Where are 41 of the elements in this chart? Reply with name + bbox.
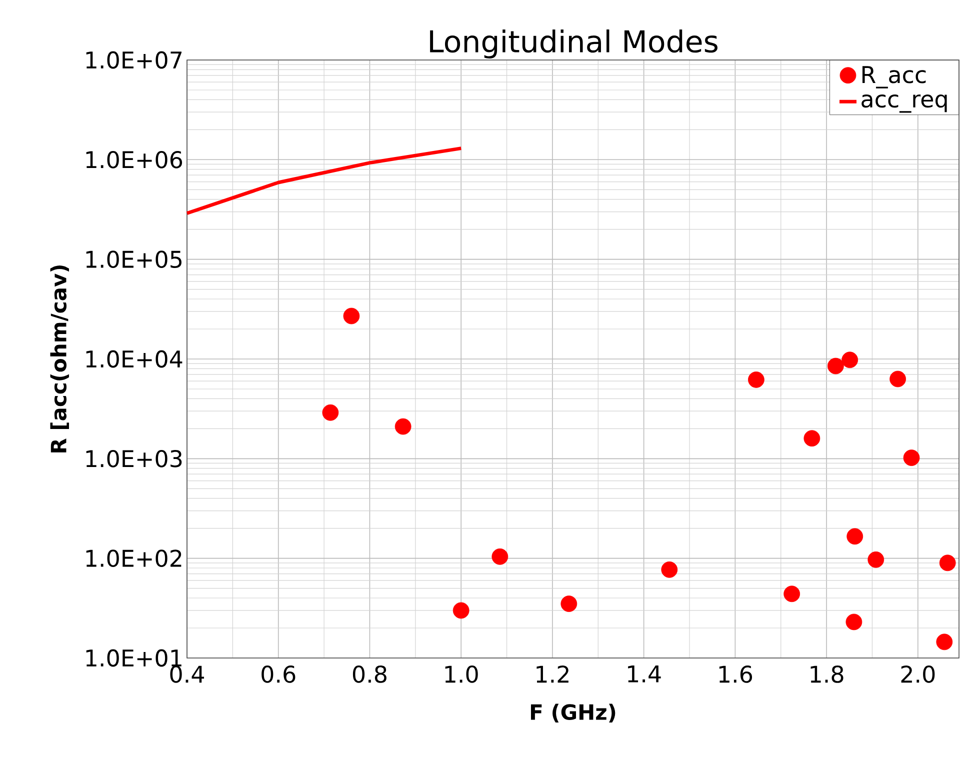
point (846, 614, 862, 630)
point (748, 371, 764, 388)
y-tick-label: 1.0E+06 (86, 150, 182, 168)
x-tick-label: 0.6 (262, 666, 296, 683)
point (903, 450, 920, 466)
legend-label: acc_req (862, 94, 947, 113)
x-tick-label: 0.8 (352, 666, 386, 683)
point (322, 404, 339, 421)
chart-title: Longitudinal Modes (430, 29, 718, 58)
y-tick-label: 1.0E+01 (86, 649, 182, 667)
y-tick-label: 1.0E+03 (86, 450, 182, 468)
point (804, 430, 820, 447)
x-tick-label: 2.0 (901, 666, 935, 683)
x-axis-title: F (GHz) (530, 704, 616, 722)
y-tick-label: 1.0E+02 (86, 550, 182, 568)
point (492, 548, 508, 565)
point (827, 358, 844, 374)
point (784, 586, 800, 602)
y-tick-label: 1.0E+05 (86, 250, 182, 268)
point (842, 352, 858, 368)
point (890, 370, 906, 388)
point (343, 308, 360, 324)
x-tick-label: 1.2 (536, 666, 568, 683)
x-tick-label: 1.4 (628, 666, 661, 682)
legend-label: R_acc (862, 66, 926, 88)
point (939, 554, 956, 572)
x-tick-label: 1.8 (810, 666, 844, 683)
point (868, 551, 884, 568)
x-tick-label: 1.0 (445, 666, 478, 683)
point (846, 528, 864, 545)
point (661, 561, 678, 578)
x-tick-label: 0.4 (170, 666, 204, 683)
point (394, 418, 412, 435)
y-tick-label: 1.0E+04 (86, 350, 182, 368)
x-tick-label: 1.6 (719, 666, 752, 683)
y-tick-label: 1.0E+07 (86, 51, 182, 69)
point (936, 634, 953, 650)
point (560, 596, 578, 612)
y-axis-title: R [acc(ohm/cav) (50, 265, 69, 452)
line-series (185, 146, 463, 215)
point (452, 602, 470, 619)
